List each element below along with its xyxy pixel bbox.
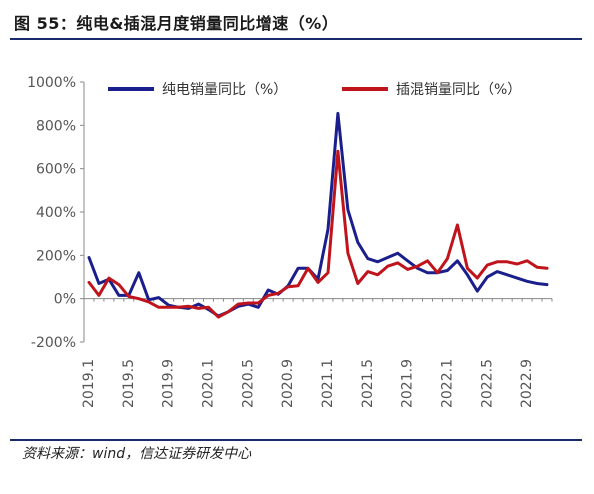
y-tick-label: 800% bbox=[36, 118, 76, 134]
x-tick-label: 2019.9 bbox=[161, 359, 177, 408]
source-note: 资料来源：wind，信达证券研发中心 bbox=[22, 446, 252, 462]
x-tick-label: 2020.1 bbox=[200, 359, 216, 408]
legend-label: 纯电销量同比（%） bbox=[162, 82, 287, 98]
x-tick-label: 2020.9 bbox=[280, 359, 296, 408]
x-tick-label: 2020.5 bbox=[240, 359, 256, 408]
x-tick-label: 2022.1 bbox=[439, 359, 455, 408]
y-tick-label: -200% bbox=[31, 335, 76, 351]
x-tick-label: 2019.1 bbox=[81, 359, 97, 408]
legend-label: 插混销量同比（%） bbox=[396, 82, 521, 98]
x-tick-label: 2021.5 bbox=[360, 359, 376, 408]
x-tick-label: 2022.9 bbox=[519, 359, 535, 408]
bottom-rule bbox=[10, 439, 582, 441]
series-line-1 bbox=[87, 111, 549, 318]
y-tick-label: 600% bbox=[36, 162, 76, 178]
y-tick-label: 200% bbox=[36, 248, 76, 264]
y-tick-label: 0% bbox=[54, 292, 76, 308]
x-tick-label: 2021.1 bbox=[320, 359, 336, 408]
figure-title: 图 55：纯电&插混月度销量同比增速（%） bbox=[14, 14, 339, 33]
line-chart: -200% 0% 200% 400% 600% 800% 1000% 2019.1 2019.5… bbox=[27, 75, 553, 408]
y-tick-label: 1000% bbox=[27, 75, 76, 91]
top-rule bbox=[10, 38, 582, 40]
y-tick-label: 400% bbox=[36, 205, 76, 221]
x-tick-label: 2021.9 bbox=[400, 359, 416, 408]
x-tick-label: 2022.5 bbox=[479, 359, 495, 408]
series-line-2 bbox=[87, 149, 549, 319]
x-tick-label: 2019.5 bbox=[121, 359, 137, 408]
